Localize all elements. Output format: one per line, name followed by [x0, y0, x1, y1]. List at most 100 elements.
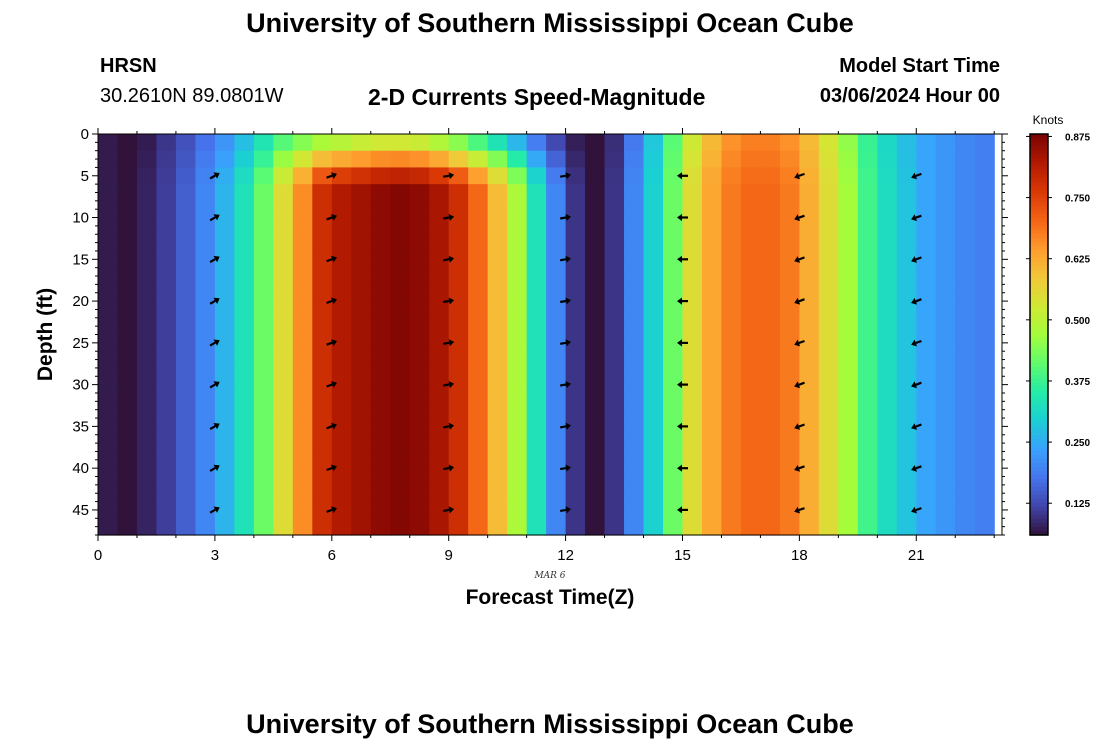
- heatmap-cell: [234, 184, 255, 202]
- heatmap-cell: [429, 301, 450, 319]
- heatmap-cell: [136, 250, 158, 269]
- heatmap-cell: [701, 518, 723, 536]
- heatmap-cell: [585, 167, 606, 185]
- heatmap-cell: [877, 250, 898, 269]
- heatmap-cell: [253, 184, 274, 202]
- vector-arrow: [677, 464, 688, 472]
- heatmap-cell: [565, 334, 586, 352]
- heatmap-cell: [195, 134, 216, 152]
- colorbar-swatch: [1030, 334, 1048, 340]
- heatmap-cell: [779, 200, 800, 219]
- heatmap-cell: [896, 317, 917, 336]
- heatmap-cell: [214, 367, 235, 386]
- colorbar-swatch: [1030, 166, 1048, 171]
- heatmap-cell: [429, 451, 450, 469]
- heatmap-cell: [312, 150, 333, 169]
- heatmap-cell: [526, 367, 547, 386]
- heatmap-cell: [253, 150, 274, 169]
- vector-arrow-head: [448, 381, 455, 389]
- heatmap-cell: [838, 134, 859, 152]
- vector-arrow-shaft: [326, 174, 333, 179]
- colorbar-swatch: [1030, 358, 1048, 364]
- heatmap-cell: [156, 434, 177, 453]
- y-tick-label: 45: [72, 502, 89, 519]
- heatmap-cell: [234, 217, 255, 235]
- heatmap-cell: [916, 217, 937, 235]
- heatmap-cell: [175, 250, 197, 269]
- y-tick-label: 5: [81, 168, 89, 185]
- heatmap-cell: [799, 184, 820, 202]
- vector-arrow: [443, 213, 455, 221]
- heatmap-cell: [253, 351, 274, 369]
- heatmap-cell: [955, 301, 976, 319]
- heatmap-cell: [857, 351, 878, 369]
- heatmap-cell: [370, 418, 391, 436]
- heatmap-cell: [195, 301, 216, 319]
- heatmap-cell: [818, 267, 839, 285]
- heatmap-cell: [779, 217, 800, 235]
- heatmap-cell: [877, 384, 898, 402]
- heatmap-cell: [214, 351, 235, 369]
- heatmap-cell: [487, 434, 508, 453]
- heatmap-cell: [312, 418, 333, 436]
- heatmap-cell: [663, 484, 684, 503]
- heatmap-cell: [838, 200, 859, 219]
- heatmap-cell: [663, 351, 684, 369]
- vector-arrow: [911, 423, 922, 430]
- heatmap-cell: [663, 200, 684, 219]
- heatmap-cell: [390, 200, 411, 219]
- heatmap-cell: [916, 234, 937, 252]
- heatmap-cell: [974, 434, 995, 453]
- vector-arrow: [794, 172, 805, 180]
- heatmap-cell: [799, 167, 820, 185]
- heatmap-cell: [487, 301, 508, 319]
- heatmap-cell: [643, 150, 664, 169]
- heatmap-cell: [370, 301, 391, 319]
- heatmap-cell: [838, 317, 859, 336]
- heatmap-cell: [234, 301, 255, 319]
- heatmap-cell: [487, 167, 508, 185]
- heatmap-cell: [896, 367, 917, 386]
- heatmap-cell: [273, 317, 294, 336]
- heatmap-cell: [331, 267, 352, 285]
- heatmap-cell: [935, 284, 956, 302]
- heatmap-cell: [331, 468, 352, 486]
- vector-arrow-head: [213, 172, 220, 179]
- heatmap-cell: [721, 200, 742, 219]
- heatmap-cell: [409, 284, 430, 302]
- heatmap-cell: [935, 468, 956, 486]
- heatmap-cell: [624, 134, 645, 152]
- heatmap-cell: [682, 334, 703, 352]
- vector-arrow: [326, 255, 337, 263]
- heatmap-cell: [390, 351, 411, 369]
- heatmap-cell: [156, 150, 177, 169]
- vector-arrow-head: [565, 213, 571, 221]
- heatmap-cell: [604, 134, 625, 152]
- heatmap-cell: [312, 250, 333, 269]
- heatmap-cell: [701, 167, 723, 185]
- heatmap-cell: [98, 401, 119, 419]
- vector-arrow-head: [794, 297, 801, 305]
- heatmap-cell: [779, 351, 800, 369]
- chart-title: University of Southern Mississippi Ocean…: [246, 8, 854, 38]
- heatmap-cell: [565, 150, 586, 169]
- heatmap-cell: [409, 301, 430, 319]
- colorbar-swatch: [1030, 362, 1048, 368]
- vector-arrow-shaft: [915, 298, 922, 303]
- colorbar-swatch: [1030, 198, 1048, 203]
- heatmap-cell: [857, 234, 878, 252]
- vector-arrow: [911, 465, 922, 472]
- heatmap-cell: [526, 351, 547, 369]
- heatmap-cell: [175, 234, 197, 252]
- heatmap-cell: [98, 367, 119, 386]
- heatmap-cell: [546, 167, 567, 185]
- heatmap-cell: [604, 484, 625, 503]
- heatmap-cell: [175, 184, 197, 202]
- heatmap-cell: [331, 234, 352, 252]
- heatmap-cell: [565, 418, 586, 436]
- heatmap-cell: [955, 217, 976, 235]
- heatmap-cell: [331, 518, 352, 536]
- colorbar-swatch: [1030, 458, 1048, 464]
- heatmap-cell: [351, 401, 372, 419]
- vector-arrow: [209, 464, 220, 472]
